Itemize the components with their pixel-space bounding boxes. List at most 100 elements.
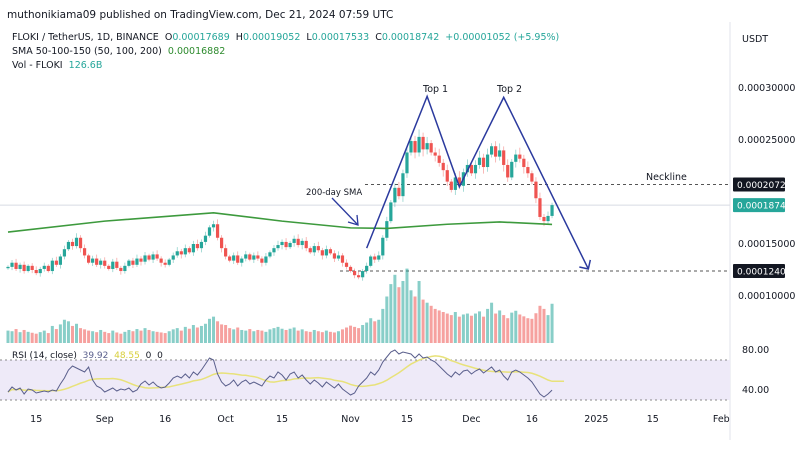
volume-bar [163,333,167,343]
candle-body [143,255,147,262]
price-tick-label: 0.00015000 [738,239,795,250]
volume-bar [127,329,131,343]
time-tick-label: Dec [462,414,480,425]
volume-bar [131,331,135,343]
candle-body [115,261,119,268]
volume-bar [159,332,163,343]
volume-bar [308,331,312,343]
volume-bar [228,328,232,343]
volume-bar [365,322,369,343]
candle-body [320,250,324,256]
candle-body [54,260,58,265]
volume-bar [421,299,425,343]
candle-body [211,224,216,228]
volume-bar [232,329,236,343]
volume-bar [373,321,377,343]
volume-bar [50,325,54,343]
volume-bar [486,308,490,343]
candle-body [14,262,18,269]
volume-bar [546,315,550,343]
time-tick-label: 15 [401,414,413,425]
candle-body [389,202,393,222]
volume-bar [437,310,441,343]
volume-bar [349,325,353,343]
candle-body [131,260,135,265]
volume-bar [514,310,518,343]
candle-body [264,256,268,263]
rsi-tick-label: 40.00 [742,385,769,396]
volume-bar [244,330,248,343]
price-label-text: 0.00020724 [737,181,792,191]
volume-bar [220,324,224,343]
volume-bar [465,313,469,343]
volume-bar [542,308,546,343]
volume-bar [393,274,397,343]
sma200-line [7,211,553,233]
candle-body [518,154,522,159]
volume-bar [300,329,304,343]
volume-bar [236,327,240,343]
volume-bar [252,331,256,343]
candle-body [248,254,252,260]
arrowhead-icon [347,214,359,226]
candle-body [78,237,83,249]
candle-body [66,241,71,250]
candle-body [18,264,22,269]
volume-bar [401,281,405,343]
candle-body [280,241,284,246]
time-tick-label: Oct [217,414,234,425]
candle-body [506,164,510,178]
volume-bar [473,313,477,343]
candle-body [195,244,200,249]
high-label: H [235,32,243,43]
rsi-legend[interactable]: RSI (14, close) 39.92 48.55 0 0 [12,351,163,361]
volume-bar [276,326,280,343]
volume-bar [75,323,79,343]
time-tick-label: 15 [276,414,288,425]
candle-body [207,227,212,236]
volume-bar [429,305,433,343]
volume-bar [195,327,199,343]
volume-bar [248,329,252,343]
candle-body [95,258,99,265]
candle-body [542,216,546,222]
volume-bar [135,329,139,343]
rsi-tick-label: 80.00 [742,345,769,356]
candle-body [232,255,236,261]
candle-body [336,255,341,259]
volume-legend[interactable]: Vol - FLOKI 126.6B [12,60,102,71]
volume-bar [38,332,42,343]
sma-legend[interactable]: SMA 50-100-150 (50, 100, 200) 0.00016882 [12,46,225,57]
volume-bar [212,316,216,343]
symbol-name[interactable]: FLOKI / TetherUS, 1D, BINANCE [12,32,159,43]
volume-bar [199,325,203,343]
rsi-value: 39.92 [82,351,109,361]
volume-bar [155,331,159,343]
volume-bar [183,326,187,343]
volume-bar [119,333,123,343]
volume-bar [425,302,429,343]
candle-body [228,256,232,261]
candle-body [103,260,107,266]
volume-bar [42,330,46,343]
volume-bar [490,302,494,343]
candle-body [433,152,437,156]
volume-bar [10,331,14,343]
candle-body [546,215,550,222]
candle-body [268,252,272,257]
volume-bar [312,329,316,343]
volume-bar [478,311,482,343]
volume-bar [413,296,417,343]
volume-bar [240,329,244,343]
volume-bar [441,312,445,343]
volume-bar [139,330,143,343]
volume-bar [103,331,107,343]
candle-body [199,241,204,249]
volume-bar [203,323,207,343]
candle-body [308,248,312,253]
candle-body [183,248,187,255]
candle-body [171,255,175,260]
volume-bar [332,332,336,343]
sma-note-label: 200-day SMA [306,188,362,198]
